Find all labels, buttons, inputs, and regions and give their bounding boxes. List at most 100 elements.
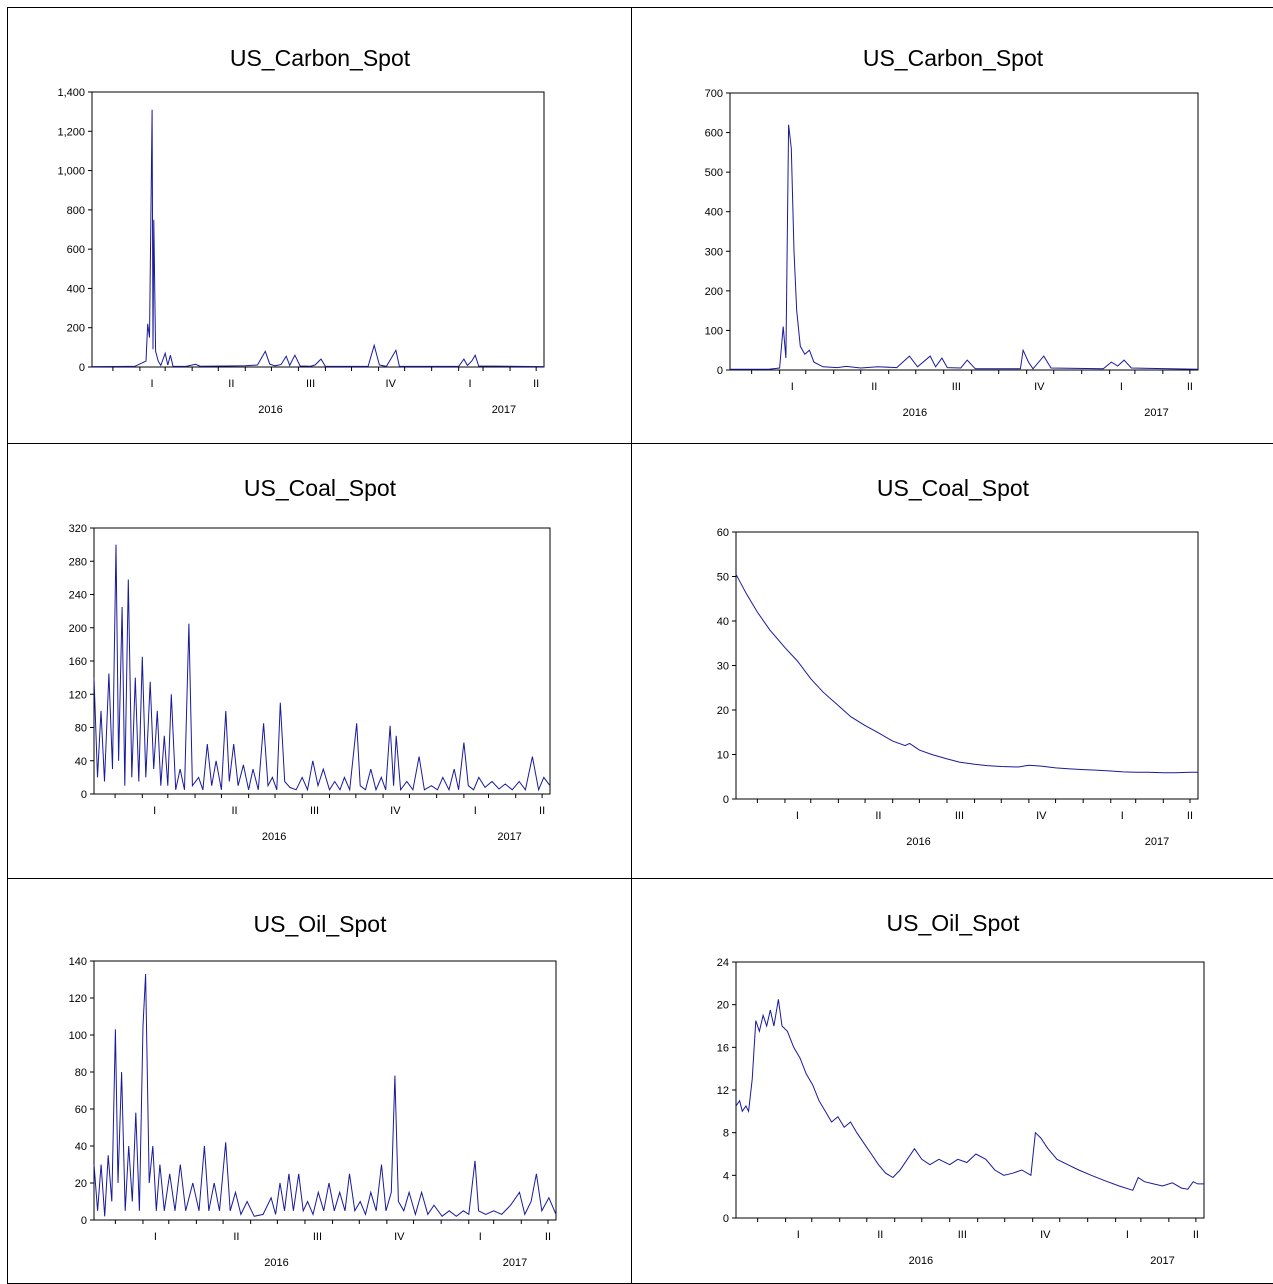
chart-title: US_Oil_Spot <box>887 910 1021 936</box>
x-quarter-label: I <box>153 805 156 817</box>
x-quarter-label: I <box>468 378 471 390</box>
x-year-label: 2017 <box>1145 836 1169 848</box>
x-quarter-label: II <box>228 378 234 390</box>
series-line <box>91 109 545 368</box>
x-quarter-label: I <box>796 810 799 822</box>
y-tick-label: 100 <box>705 325 723 337</box>
y-tick-label: 100 <box>69 1030 87 1042</box>
series-line <box>93 973 557 1218</box>
plot-frame <box>735 531 1199 800</box>
x-quarter-label: IV <box>1034 381 1045 393</box>
y-tick-label: 400 <box>705 207 723 219</box>
y-tick-label: 0 <box>723 794 729 806</box>
y-tick-label: 10 <box>717 750 729 762</box>
y-tick-label: 200 <box>67 323 85 335</box>
x-quarter-label: II <box>545 1231 551 1243</box>
y-tick-label: 30 <box>717 661 729 673</box>
y-tick-label: 40 <box>75 1141 87 1153</box>
x-year-label: 2016 <box>903 407 927 419</box>
plot-frame <box>735 961 1205 1219</box>
x-quarter-label: II <box>877 1229 883 1241</box>
x-quarter-label: III <box>313 1231 322 1243</box>
x-quarter-label: II <box>1187 381 1193 393</box>
x-year-label: 2016 <box>906 836 930 848</box>
chart-panel-coal-raw: US_Coal_Spot 0 40 80 120 160 200 240 280 320 I II II… <box>7 443 632 879</box>
x-quarter-label: I <box>479 1231 482 1243</box>
y-tick-label: 1,400 <box>57 87 85 99</box>
plot-frame <box>729 92 1199 371</box>
chart-svg: US_Carbon_Spot 0 200 400 600 800 1,000 1,200 1,4… <box>57 45 545 416</box>
y-tick-label: 40 <box>75 756 87 768</box>
y-tick-label: 700 <box>705 88 723 100</box>
chart-panel-carbon-smoothed: US_Carbon_Spot 0 100 200 300 400 500 600 700 I II I… <box>631 7 1273 444</box>
y-tick-label: 240 <box>69 590 87 602</box>
x-quarter-label: IV <box>1040 1229 1051 1241</box>
y-tick-label: 80 <box>75 723 87 735</box>
x-year-label: 2017 <box>503 1257 527 1269</box>
chart-panel-oil-raw: US_Oil_Spot 0 20 40 60 80 100 120 140 I II III IV I II… <box>7 878 632 1284</box>
y-tick-label: 16 <box>717 1042 729 1054</box>
y-tick-label: 0 <box>81 789 87 801</box>
series-line <box>93 544 551 792</box>
y-tick-label: 12 <box>717 1085 729 1097</box>
y-tick-label: 200 <box>69 623 87 635</box>
y-tick-label: 4 <box>723 1170 729 1182</box>
plot-frame <box>93 960 557 1221</box>
y-tick-label: 320 <box>69 523 87 535</box>
y-tick-label: 40 <box>717 616 729 628</box>
y-tick-label: 600 <box>705 128 723 140</box>
series-line <box>730 124 1199 370</box>
x-quarter-label: II <box>871 381 877 393</box>
x-quarter-label: III <box>952 381 961 393</box>
y-tick-label: 140 <box>69 956 87 968</box>
chart-title: US_Coal_Spot <box>244 475 397 501</box>
y-tick-label: 800 <box>67 205 85 217</box>
chart-title: US_Carbon_Spot <box>863 45 1044 71</box>
y-tick-label: 120 <box>69 993 87 1005</box>
y-tick-label: 8 <box>723 1128 729 1140</box>
x-year-label: 2016 <box>909 1255 933 1267</box>
x-quarter-label: II <box>233 1231 239 1243</box>
x-quarter-label: II <box>875 810 881 822</box>
plot-frame <box>91 91 545 368</box>
x-quarter-label: I <box>154 1231 157 1243</box>
series-line <box>735 999 1204 1191</box>
y-tick-label: 160 <box>69 656 87 668</box>
y-tick-label: 20 <box>75 1178 87 1190</box>
y-tick-label: 600 <box>67 244 85 256</box>
x-quarter-label: I <box>797 1229 800 1241</box>
x-year-label: 2016 <box>262 831 286 843</box>
y-tick-label: 0 <box>81 1215 87 1227</box>
x-quarter-label: III <box>955 810 964 822</box>
x-quarter-label: II <box>533 378 539 390</box>
chart-title: US_Carbon_Spot <box>230 45 411 71</box>
y-tick-label: 20 <box>717 705 729 717</box>
chart-panel-oil-smoothed: US_Oil_Spot 0 4 8 12 16 20 24 I II III IV I II 2016 201… <box>631 878 1273 1284</box>
series-line <box>735 574 1198 774</box>
x-quarter-label: III <box>306 378 315 390</box>
x-year-label: 2017 <box>1150 1255 1174 1267</box>
x-quarter-label: III <box>958 1229 967 1241</box>
x-year-label: 2017 <box>492 404 516 416</box>
x-quarter-label: IV <box>390 805 401 817</box>
x-year-label: 2017 <box>497 831 521 843</box>
x-quarter-label: IV <box>386 378 397 390</box>
y-tick-label: 1,200 <box>57 126 85 138</box>
chart-panel-coal-smoothed: US_Coal_Spot 0 10 20 30 40 50 60 I II III IV I II 2016… <box>631 443 1273 879</box>
y-tick-label: 120 <box>69 689 87 701</box>
y-tick-label: 1,000 <box>57 166 85 178</box>
y-tick-label: 60 <box>75 1104 87 1116</box>
y-tick-label: 80 <box>75 1067 87 1079</box>
chart-panel-carbon-raw: US_Carbon_Spot 0 200 400 600 800 1,000 1,200 1,4… <box>7 7 632 444</box>
y-tick-label: 0 <box>79 362 85 374</box>
x-quarter-label: I <box>1126 1229 1129 1241</box>
x-quarter-label: III <box>310 805 319 817</box>
chart-title: US_Oil_Spot <box>254 911 388 937</box>
chart-title: US_Coal_Spot <box>877 475 1030 501</box>
x-quarter-label: II <box>539 805 545 817</box>
x-year-label: 2016 <box>258 404 282 416</box>
